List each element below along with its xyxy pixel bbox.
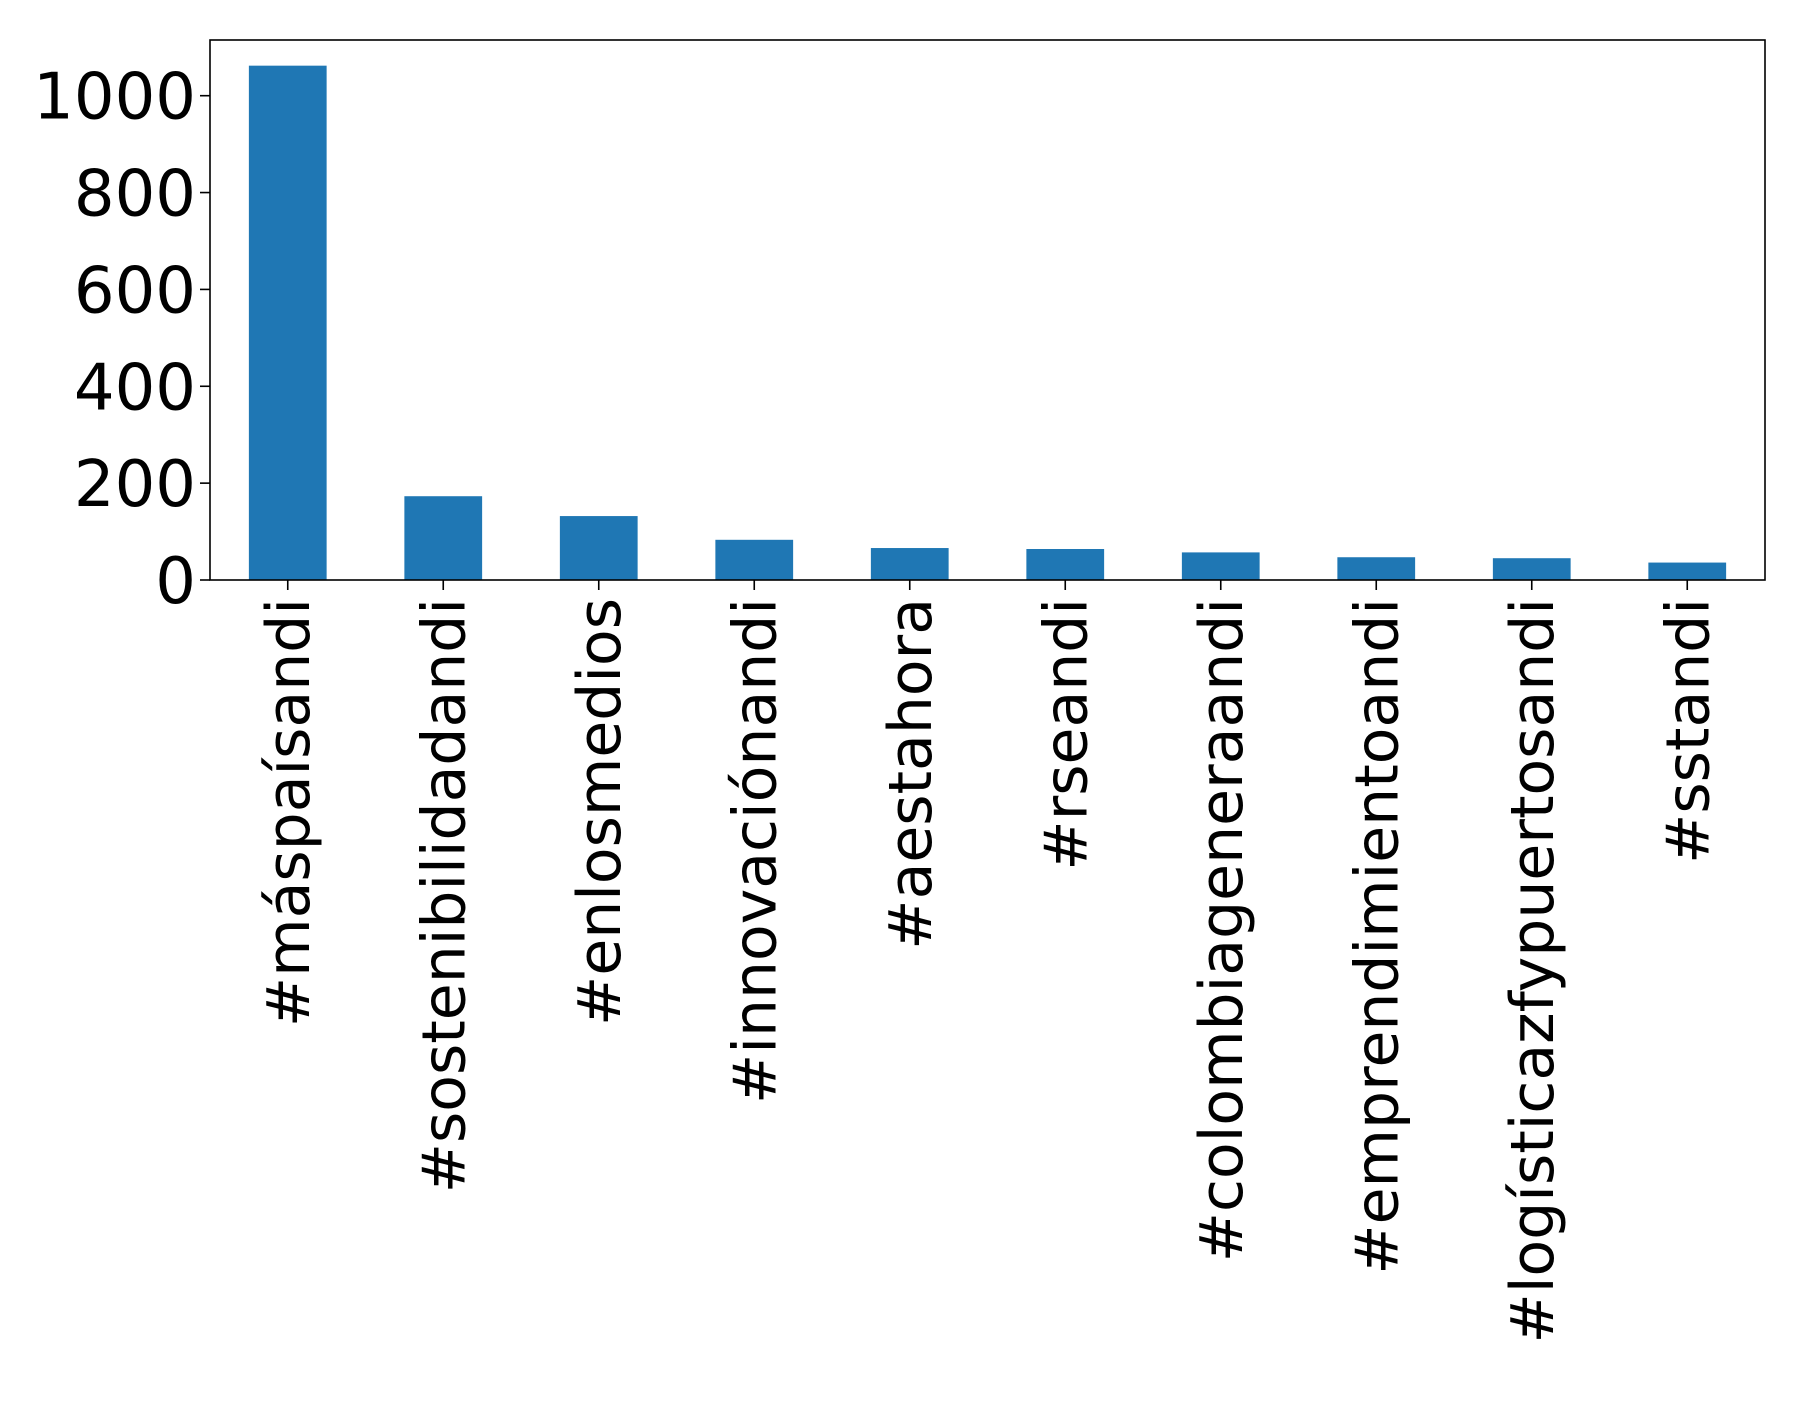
bar [559, 516, 638, 580]
x-tick-label: #aestahora [876, 598, 946, 950]
y-tick-label: 200 [74, 448, 196, 522]
bar [715, 539, 794, 580]
bar [248, 65, 327, 581]
x-tick-label: #logísticazfypuertosandi [1498, 598, 1568, 1343]
y-tick-label: 1000 [33, 61, 196, 135]
y-tick-label: 0 [155, 545, 196, 619]
x-tick-label: #máspaísandi [254, 598, 324, 1027]
bar [1337, 557, 1416, 580]
bar [1492, 558, 1571, 580]
plot-area-frame [209, 39, 1766, 581]
x-tick-label: #emprendimientoandi [1342, 598, 1412, 1275]
x-tick-label: #rseandi [1031, 598, 1101, 871]
y-tick-label: 800 [74, 158, 196, 232]
y-tick-label: 600 [74, 254, 196, 328]
y-axis: 0 200 400 600 800 1000 [33, 61, 210, 619]
x-tick-label: #colombiageneraandi [1187, 598, 1257, 1262]
bar [1181, 552, 1260, 580]
x-tick-label: #enlosmedios [565, 598, 635, 1026]
y-tick-label: 400 [74, 351, 196, 425]
bar [1026, 549, 1105, 580]
x-axis: #máspaísandi #sostenibilidadandi #enlosmed… [254, 580, 1723, 1343]
bar [404, 496, 483, 580]
x-tick-label: #sstandi [1653, 598, 1723, 864]
x-tick-label: #innovaciónandi [720, 598, 790, 1104]
bar [1648, 562, 1727, 580]
x-tick-label: #sostenibilidadandi [409, 598, 479, 1193]
bar [870, 548, 949, 580]
bars-group [248, 65, 1727, 581]
